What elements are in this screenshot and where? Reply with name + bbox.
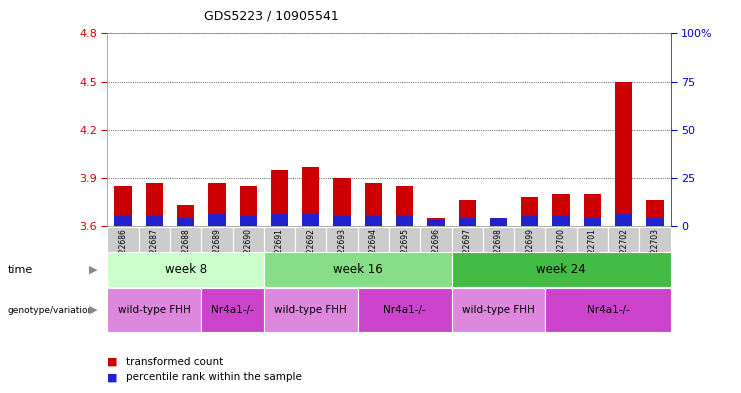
Text: week 24: week 24 [536,263,586,276]
Bar [202,227,233,252]
Bar [521,216,539,226]
Bar [365,183,382,226]
Bar [358,227,389,252]
Bar [615,81,632,226]
Text: week 16: week 16 [333,263,382,276]
Text: GSM1322694: GSM1322694 [369,228,378,279]
Bar [239,216,257,226]
Bar [646,218,664,226]
Bar [333,178,350,226]
Bar [521,197,539,226]
Bar [302,167,319,226]
Text: GSM1322698: GSM1322698 [494,228,503,279]
Bar [615,215,632,226]
Bar [365,216,382,226]
Text: GSM1322696: GSM1322696 [431,228,440,279]
Text: GSM1322687: GSM1322687 [150,228,159,279]
Text: transformed count: transformed count [126,356,223,367]
Bar [295,227,327,252]
Text: week 8: week 8 [165,263,207,276]
Bar [114,186,132,226]
Text: GSM1322702: GSM1322702 [619,228,628,279]
Text: GSM1322701: GSM1322701 [588,228,597,279]
Bar [451,227,483,252]
Bar [302,215,319,226]
Text: wild-type FHH: wild-type FHH [462,305,535,315]
Bar [576,227,608,252]
Bar [459,200,476,226]
Bar [271,170,288,226]
Text: GSM1322692: GSM1322692 [306,228,316,279]
Bar [358,288,451,332]
Bar [451,288,545,332]
Text: genotype/variation: genotype/variation [7,306,93,314]
Text: GSM1322686: GSM1322686 [119,228,127,279]
Bar [389,227,420,252]
Bar [553,194,570,226]
Bar [333,216,350,226]
Text: ▶: ▶ [89,305,97,315]
Text: time: time [7,264,33,275]
Bar [327,227,358,252]
Bar [646,200,664,226]
Text: GSM1322691: GSM1322691 [275,228,284,279]
Bar [264,227,295,252]
Bar [170,227,202,252]
Bar [107,252,264,287]
Bar [146,216,163,226]
Text: ▶: ▶ [89,264,97,275]
Bar [208,215,225,226]
Bar [107,288,202,332]
Text: GSM1322689: GSM1322689 [213,228,222,279]
Bar [177,205,194,226]
Bar [239,186,257,226]
Bar [177,218,194,226]
Bar [396,186,413,226]
Bar [396,216,413,226]
Bar [264,252,451,287]
Text: GSM1322690: GSM1322690 [244,228,253,279]
Bar [146,183,163,226]
Text: Nr4a1-/-: Nr4a1-/- [587,305,629,315]
Text: ■: ■ [107,356,118,367]
Bar [553,216,570,226]
Bar [451,252,671,287]
Bar [584,194,601,226]
Bar [428,220,445,226]
Bar [483,227,514,252]
Bar [490,218,507,226]
Bar [420,227,451,252]
Text: ■: ■ [107,372,118,382]
Bar [114,216,132,226]
Bar [639,227,671,252]
Text: GSM1322697: GSM1322697 [462,228,472,279]
Text: GDS5223 / 10905541: GDS5223 / 10905541 [204,10,339,23]
Text: wild-type FHH: wild-type FHH [274,305,348,315]
Bar [202,288,264,332]
Bar [490,218,507,226]
Bar [271,215,288,226]
Text: GSM1322695: GSM1322695 [400,228,409,279]
Text: GSM1322693: GSM1322693 [338,228,347,279]
Bar [608,227,639,252]
Text: GSM1322688: GSM1322688 [181,228,190,279]
Bar [208,183,225,226]
Bar [139,227,170,252]
Text: percentile rank within the sample: percentile rank within the sample [126,372,302,382]
Text: GSM1322700: GSM1322700 [556,228,565,279]
Bar [545,288,671,332]
Bar [428,218,445,226]
Bar [459,218,476,226]
Text: Nr4a1-/-: Nr4a1-/- [383,305,426,315]
Bar [584,218,601,226]
Text: GSM1322703: GSM1322703 [651,228,659,279]
Bar [107,227,139,252]
Bar [545,227,576,252]
Bar [264,288,358,332]
Bar [514,227,545,252]
Bar [233,227,264,252]
Text: Nr4a1-/-: Nr4a1-/- [211,305,254,315]
Text: GSM1322699: GSM1322699 [525,228,534,279]
Text: wild-type FHH: wild-type FHH [118,305,190,315]
